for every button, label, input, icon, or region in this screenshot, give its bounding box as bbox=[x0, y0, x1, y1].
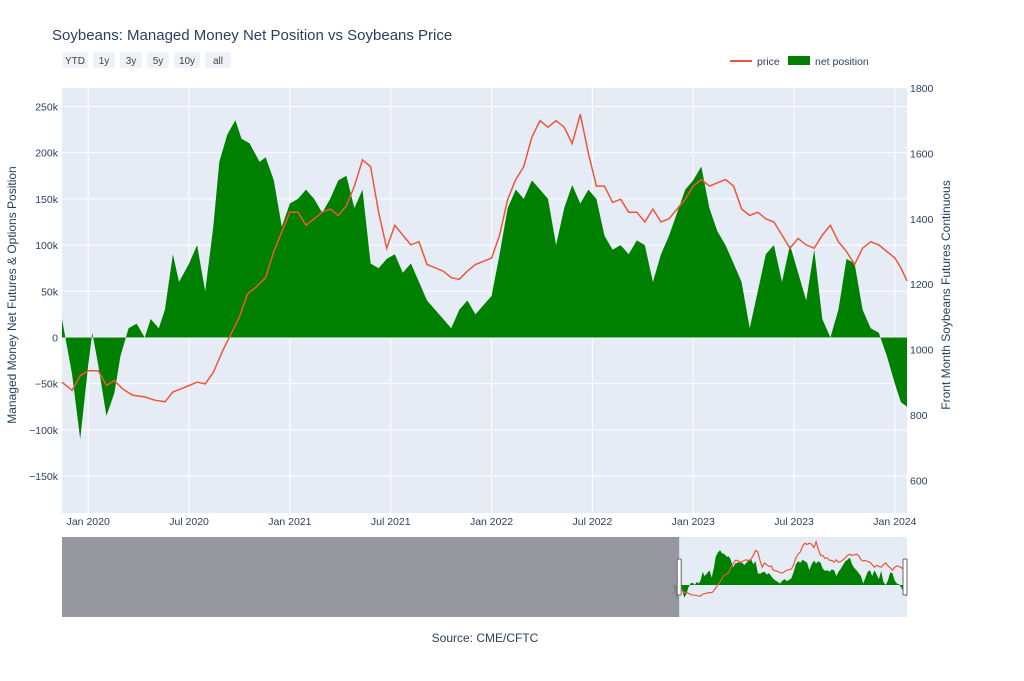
left-y-axis: 250k 200k 150k 100k 50k 0 −50k −100k −150k bbox=[29, 101, 59, 483]
range-button-1y[interactable]: 1y bbox=[93, 52, 115, 68]
range-slider[interactable] bbox=[62, 537, 908, 617]
left-y-tick-label: −100k bbox=[29, 425, 59, 437]
range-button-3y[interactable]: 3y bbox=[120, 52, 142, 68]
chart-title: Soybeans: Managed Money Net Position vs … bbox=[52, 27, 452, 44]
range-button-bg bbox=[147, 52, 169, 68]
range-button-ytd[interactable]: YTD bbox=[62, 52, 88, 68]
range-button-bg bbox=[205, 52, 231, 68]
x-tick-label: Jan 2021 bbox=[268, 516, 311, 528]
right-y-tick-label: 1600 bbox=[910, 148, 934, 160]
range-button-label: 10y bbox=[179, 56, 195, 67]
range-button-bg bbox=[120, 52, 142, 68]
range-button-label: 1y bbox=[99, 56, 110, 67]
legend-price-label: price bbox=[757, 56, 780, 68]
net-position-series bbox=[62, 120, 907, 440]
range-slider-net-position bbox=[671, 550, 907, 602]
x-axis: Jan 2020 Jul 2020 Jan 2021 Jul 2021 Jan 2022… bbox=[67, 516, 917, 528]
range-slider-mask bbox=[62, 537, 680, 617]
price-series bbox=[61, 114, 908, 403]
left-y-tick-label: −50k bbox=[35, 379, 59, 391]
source-note: Source: CME/CFTC bbox=[432, 631, 539, 645]
left-y-tick-label: −150k bbox=[29, 471, 59, 483]
x-tick-label: Jul 2022 bbox=[573, 516, 613, 528]
x-tick-label: Jan 2022 bbox=[470, 516, 513, 528]
right-y-tick-label: 800 bbox=[910, 410, 928, 422]
right-y-tick-label: 600 bbox=[910, 475, 928, 487]
left-y-axis-label: Managed Money Net Futures & Options Posi… bbox=[5, 166, 19, 423]
range-slider-series bbox=[671, 540, 907, 602]
range-slider-price bbox=[671, 540, 907, 597]
right-y-tick-label: 1400 bbox=[910, 214, 934, 226]
x-tick-label: Jul 2020 bbox=[169, 516, 209, 528]
range-slider-handle-left[interactable] bbox=[676, 558, 682, 596]
right-y-tick-label: 1200 bbox=[910, 279, 934, 291]
range-button-bg bbox=[174, 52, 200, 68]
x-tick-label: Jul 2023 bbox=[774, 516, 814, 528]
x-tick-label: Jan 2023 bbox=[672, 516, 715, 528]
x-tick-label: Jul 2021 bbox=[371, 516, 411, 528]
left-y-tick-label: 100k bbox=[35, 240, 59, 252]
price-line bbox=[61, 114, 908, 403]
right-y-axis: 1800 1600 1400 1200 1000 800 600 bbox=[910, 83, 934, 487]
range-button-5y[interactable]: 5y bbox=[147, 52, 169, 68]
left-y-tick-label: 150k bbox=[35, 194, 59, 206]
range-button-label: all bbox=[213, 56, 223, 67]
left-y-tick-label: 0 bbox=[52, 332, 58, 344]
legend-net-position-label: net position bbox=[815, 56, 869, 68]
range-button-label: 3y bbox=[126, 56, 137, 67]
range-button-bg bbox=[62, 52, 88, 68]
x-tick-label: Jan 2020 bbox=[67, 516, 110, 528]
left-y-tick-label: 200k bbox=[35, 148, 59, 160]
left-y-tick-label: 50k bbox=[41, 286, 59, 298]
right-y-axis-label: Front Month Soybeans Futures Continuous bbox=[939, 180, 953, 409]
right-y-tick-label: 1800 bbox=[910, 83, 934, 95]
net-position-area bbox=[62, 120, 907, 440]
range-button-label: YTD bbox=[65, 56, 85, 67]
range-button-label: 5y bbox=[153, 56, 164, 67]
range-selector: YTD 1y 3y 5y 10y all bbox=[62, 52, 231, 68]
range-button-bg bbox=[93, 52, 115, 68]
right-y-tick-label: 1000 bbox=[910, 345, 934, 357]
range-slider-handle-right[interactable] bbox=[902, 558, 908, 596]
legend-net-position-swatch bbox=[788, 56, 810, 65]
range-button-10y[interactable]: 10y bbox=[174, 52, 200, 68]
legend: price net position bbox=[730, 56, 869, 68]
range-button-all[interactable]: all bbox=[205, 52, 231, 68]
x-tick-label: Jan 2024 bbox=[873, 516, 916, 528]
left-y-tick-label: 250k bbox=[35, 101, 59, 113]
